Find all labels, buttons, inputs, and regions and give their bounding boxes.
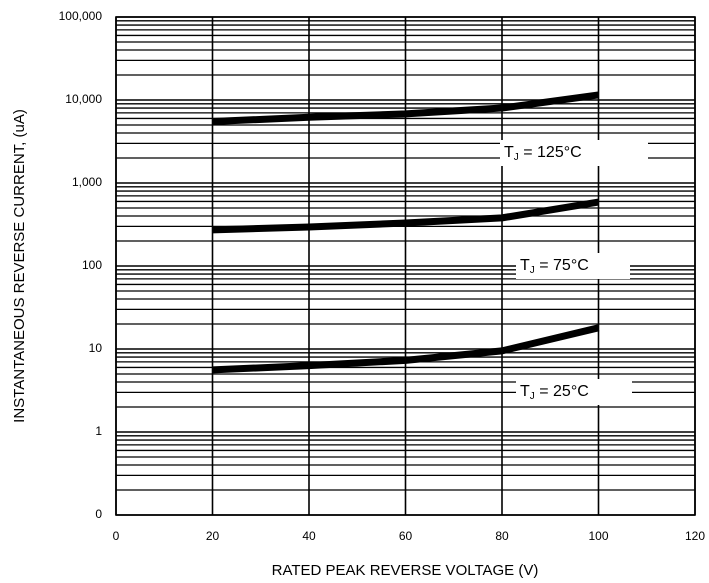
series-line xyxy=(212,91,599,126)
legend-label-sub: J xyxy=(530,265,535,276)
x-tick-label: 60 xyxy=(399,529,413,543)
y-tick-label: 1,000 xyxy=(72,175,102,189)
legend-label-main: T xyxy=(520,257,530,274)
x-tick-label: 100 xyxy=(588,529,608,543)
legend-label-main: T xyxy=(504,144,514,161)
x-tick-label: 80 xyxy=(495,529,509,543)
legend-label-rest: = 125°C xyxy=(519,144,582,161)
y-tick-label: 0 xyxy=(95,507,102,521)
legend-box xyxy=(500,140,648,166)
y-axis-label: INSTANTANEOUS REVERSE CURRENT, (uA) xyxy=(11,109,28,423)
legend-label-rest: = 25°C xyxy=(535,383,589,400)
legend-label: TJ = 125°C xyxy=(504,144,582,162)
legend-label: TJ = 75°C xyxy=(520,257,589,275)
legend-label-sub: J xyxy=(514,152,519,163)
x-tick-label: 40 xyxy=(302,529,316,543)
y-tick-label: 100 xyxy=(82,258,102,272)
y-tick-label: 100,000 xyxy=(59,9,103,23)
y-tick-label: 10,000 xyxy=(65,92,102,106)
y-tick-label: 10 xyxy=(89,341,103,355)
series-line xyxy=(212,198,600,234)
plot-frame xyxy=(115,16,696,516)
x-tick-label: 0 xyxy=(113,529,120,543)
legend-label: TJ = 25°C xyxy=(520,383,589,401)
legend-box xyxy=(516,379,632,405)
legend-label-rest: = 75°C xyxy=(535,257,589,274)
x-tick-label: 120 xyxy=(685,529,705,543)
x-axis-label: RATED PEAK REVERSE VOLTAGE (V) xyxy=(272,562,539,579)
legend-label-sub: J xyxy=(530,391,535,402)
legend-label-main: T xyxy=(520,383,530,400)
y-tick-label: 1 xyxy=(95,424,102,438)
x-tick-label: 20 xyxy=(206,529,220,543)
series-line xyxy=(212,324,600,374)
legend-box xyxy=(516,253,630,279)
